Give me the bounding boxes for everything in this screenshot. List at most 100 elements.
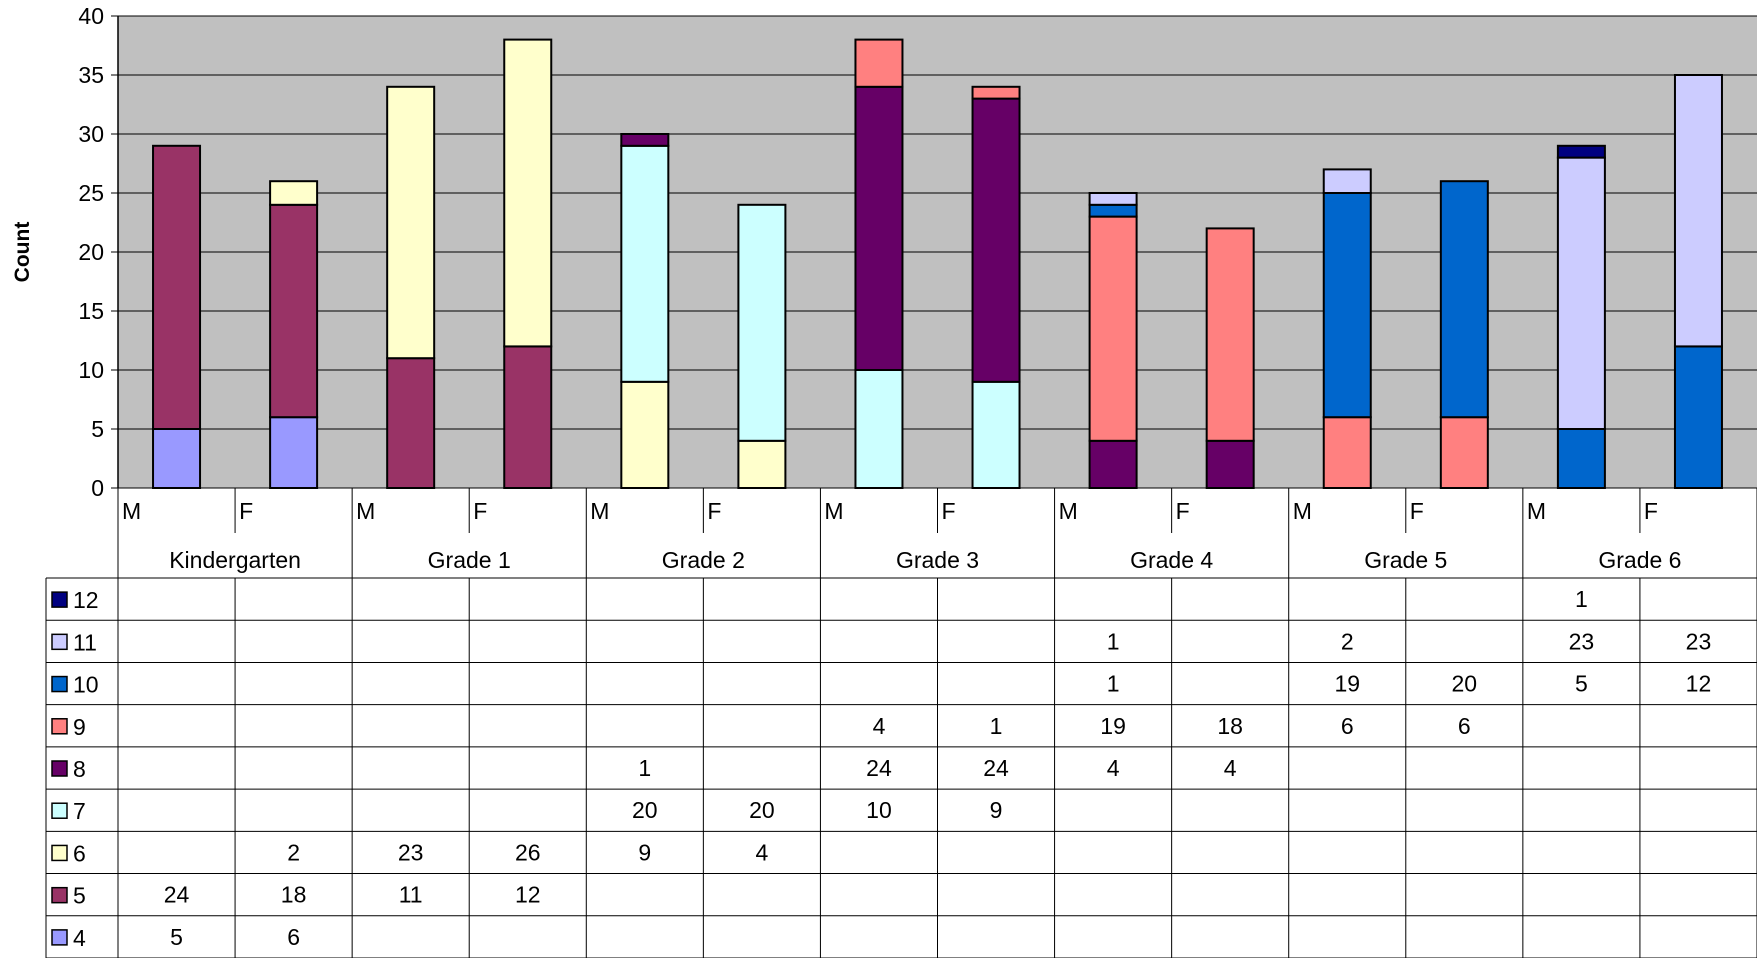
data-label: 20 [749,797,775,823]
data-label: 18 [281,882,307,908]
legend-label: 10 [73,672,99,698]
bar-segment-4 [269,416,319,490]
data-label: 24 [866,755,892,781]
bar-segment-7 [854,369,904,489]
y-tick-label: 30 [78,121,104,147]
bar-segment-9 [1205,227,1255,442]
y-tick-label: 25 [78,180,104,206]
data-label: 4 [873,713,886,739]
y-axis: 0 5 10 15 20 25 30 35 40 [78,3,119,501]
data-label: 9 [990,797,1003,823]
x-group-label: Grade 4 [1130,547,1213,573]
bar-segment-7 [737,203,787,442]
bar-segment-5 [503,345,553,489]
data-label: 11 [399,882,423,908]
x-subcategory-label: M [1293,498,1312,524]
legend-key-7 [51,802,68,819]
data-label: 1 [990,713,1003,739]
bar-segment-10 [1556,428,1606,489]
bar-segment-9 [854,38,904,88]
data-label: 24 [983,755,1009,781]
data-label: 23 [398,839,424,865]
legend-label: 12 [73,587,99,613]
bar-segment-11 [1556,156,1606,430]
legend-label: 11 [73,629,97,655]
bar-segment-7 [971,380,1021,489]
data-label: 1 [1107,671,1120,697]
x-subcategory-label: M [824,498,843,524]
y-tick-label: 20 [78,239,104,265]
data-label: 6 [287,924,300,950]
bar-segment-8 [1088,439,1138,489]
bar-segment-6 [269,180,319,206]
x-subcategory-label: F [473,498,487,524]
bar-segment-10 [1088,203,1138,218]
bar-segment-11 [1673,74,1723,348]
bar-segment-8 [620,133,670,147]
data-label: 24 [164,882,190,908]
data-label: 1 [1107,628,1120,654]
data-label: 1 [638,755,651,781]
bar-segment-6 [503,38,553,348]
legend-key-4 [51,929,68,946]
legend-label: 6 [73,840,86,866]
bar-segment-7 [620,144,670,383]
data-label: 23 [1686,628,1712,654]
legend-label: 4 [73,925,86,951]
x-subcategory-label: M [122,498,141,524]
bar-segment-5 [386,357,436,490]
x-group-label: Kindergarten [169,547,301,573]
x-group-label: Grade 1 [428,547,511,573]
x-subcategory-label: F [1644,498,1658,524]
bar-segment-8 [1205,439,1255,489]
data-label: 12 [1686,671,1712,697]
x-group-label: Grade 5 [1364,547,1447,573]
legend-key-6 [51,844,68,862]
bar-segment-10 [1322,192,1372,419]
x-subcategory-label: F [239,498,253,524]
y-tick-label: 35 [78,62,104,88]
x-subcategory-label: M [356,498,375,524]
legend-label: 7 [73,798,86,824]
bar-segment-9 [1439,416,1489,490]
bars [152,38,1723,490]
bar-segment-6 [737,439,787,489]
bar-segment-4 [152,428,202,489]
y-tick-label: 5 [91,416,104,442]
bar-segment-10 [1673,345,1723,489]
x-group-label: Grade 3 [896,547,979,573]
x-group-label: Grade 2 [662,547,745,573]
x-group-label: Grade 6 [1598,547,1681,573]
data-label: 12 [515,882,541,908]
data-label: 20 [1452,671,1478,697]
bar-segment-9 [1322,416,1372,490]
y-tick-label: 15 [78,298,104,324]
bar-segment-8 [854,85,904,372]
bar-segment-9 [1088,215,1138,442]
legend-label: 8 [73,756,86,782]
legend-key-9 [51,718,68,735]
y-tick-label: 40 [78,3,104,29]
data-table: M F M F M F M F M F M F M F Kindergarten Grade 1 Grade 2… [45,488,1757,958]
data-label: 19 [1100,713,1126,739]
data-label: 23 [1569,628,1595,654]
bar-segment-11 [1088,192,1138,206]
legend-key-8 [51,760,68,777]
legend-label: 5 [73,883,86,909]
bar-segment-6 [386,85,436,360]
data-label: 2 [1341,628,1354,654]
x-subcategory-label: F [707,498,721,524]
data-label: 4 [1107,755,1120,781]
legend-key-10 [51,675,68,693]
data-label: 5 [170,924,183,950]
x-subcategory-label: F [1410,498,1424,524]
y-tick-label: 0 [91,475,104,501]
data-label: 10 [866,797,892,823]
bar-segment-9 [971,85,1021,100]
data-label: 6 [1341,713,1354,739]
x-subcategory-label: F [1176,498,1190,524]
bar-segment-12 [1556,144,1606,159]
bar-segment-8 [971,97,1021,383]
data-label: 9 [638,839,651,865]
